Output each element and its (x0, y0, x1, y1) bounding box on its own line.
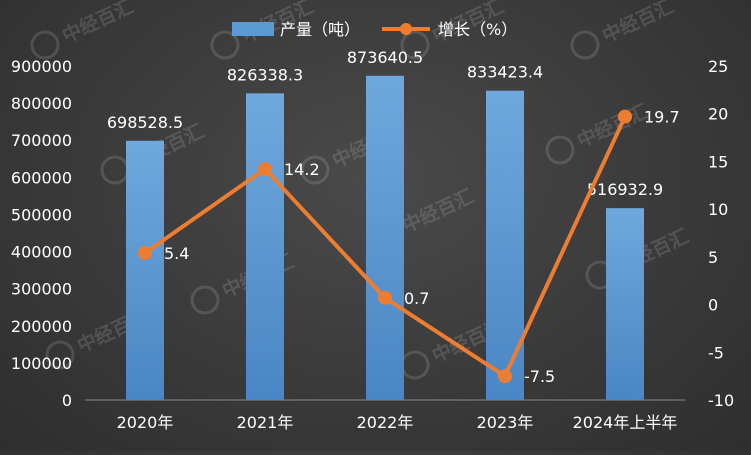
x-tick-label: 2021年 (237, 413, 294, 432)
bar (246, 93, 284, 401)
y-right-tick-label: -10 (708, 391, 734, 410)
bar-value-label: 516932.9 (587, 180, 663, 199)
bar-value-label: 873640.5 (347, 48, 423, 67)
y-right-tick-label: 25 (708, 57, 728, 76)
bar (366, 75, 404, 401)
growth-value-label: 5.4 (164, 244, 189, 263)
y-left-tick-label: 100000 (11, 354, 72, 373)
watermark-logo: 中经百汇 (570, 0, 677, 60)
svg-text:中经百汇: 中经百汇 (58, 0, 137, 47)
growth-point (138, 246, 152, 261)
growth-point (258, 162, 272, 177)
svg-text:中经百汇: 中经百汇 (598, 0, 677, 47)
growth-point (618, 109, 632, 124)
growth-value-label: 0.7 (404, 289, 429, 308)
bar-value-label: 826338.3 (227, 65, 303, 84)
bar (606, 208, 644, 400)
growth-value-label: 14.2 (284, 160, 320, 179)
y-left-tick-label: 300000 (11, 280, 72, 299)
watermark-logo: 中经百汇 (545, 99, 652, 165)
growth-point (378, 290, 392, 305)
legend-line-marker (400, 23, 412, 35)
bar (126, 140, 164, 400)
y-left-tick-label: 900000 (11, 57, 72, 76)
y-left-tick-label: 200000 (11, 317, 72, 336)
y-left-tick-label: 500000 (11, 205, 72, 224)
y-left-tick-label: 800000 (11, 94, 72, 113)
growth-value-label: -7.5 (524, 367, 555, 386)
growth-value-label: 19.7 (644, 108, 680, 127)
y-right-tick-label: 20 (708, 105, 728, 124)
svg-text:中经百汇: 中经百汇 (398, 184, 477, 237)
growth-point (498, 369, 512, 384)
x-tick-label: 2020年 (117, 413, 174, 432)
legend-bar-label: 产量（吨） (280, 20, 360, 39)
y-right-tick-label: 5 (708, 248, 718, 267)
bar-value-label: 833423.4 (467, 63, 543, 82)
y-right-tick-label: 0 (708, 296, 718, 315)
bar (486, 90, 524, 401)
bar-value-label: 698528.5 (107, 113, 183, 132)
y-left-tick-label: 0 (62, 391, 72, 410)
x-tick-label: 2024年上半年 (573, 413, 678, 432)
x-tick-label: 2023年 (477, 413, 534, 432)
y-left-tick-label: 600000 (11, 168, 72, 187)
y-left-tick-label: 400000 (11, 243, 72, 262)
y-right-tick-label: -5 (708, 343, 724, 362)
legend-line-label: 增长（%） (438, 20, 517, 39)
watermark-logo: 中经百汇 (30, 0, 137, 60)
y-right-tick-label: 10 (708, 200, 728, 219)
legend-bar-swatch (232, 22, 274, 36)
y-right-tick-label: 15 (708, 152, 728, 171)
y-left-tick-label: 700000 (11, 131, 72, 150)
x-tick-label: 2022年 (357, 413, 414, 432)
